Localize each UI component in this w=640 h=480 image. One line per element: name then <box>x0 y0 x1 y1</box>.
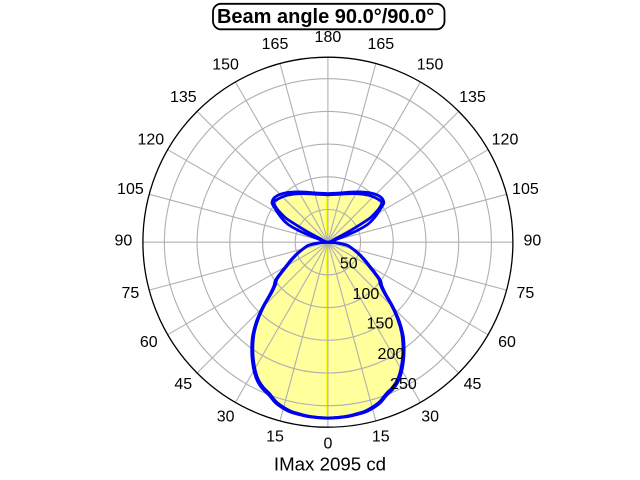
svg-text:75: 75 <box>517 285 535 302</box>
svg-text:105: 105 <box>117 181 144 198</box>
svg-text:15: 15 <box>372 429 390 446</box>
svg-text:30: 30 <box>217 408 235 425</box>
svg-text:150: 150 <box>367 316 394 333</box>
svg-text:45: 45 <box>174 376 192 393</box>
svg-text:90: 90 <box>115 233 133 250</box>
svg-text:100: 100 <box>353 286 380 303</box>
svg-text:150: 150 <box>212 57 239 74</box>
svg-text:250: 250 <box>390 376 417 393</box>
svg-text:120: 120 <box>137 132 164 149</box>
svg-text:120: 120 <box>492 132 519 149</box>
svg-text:75: 75 <box>122 285 140 302</box>
svg-text:50: 50 <box>340 256 358 273</box>
svg-text:90: 90 <box>524 233 542 250</box>
svg-text:165: 165 <box>367 36 394 53</box>
svg-text:200: 200 <box>378 346 405 363</box>
svg-text:150: 150 <box>417 57 444 74</box>
svg-text:180: 180 <box>315 29 342 46</box>
svg-text:30: 30 <box>421 408 439 425</box>
svg-text:0: 0 <box>323 436 332 453</box>
svg-text:165: 165 <box>262 36 289 53</box>
svg-text:135: 135 <box>459 89 486 106</box>
svg-text:45: 45 <box>464 376 482 393</box>
svg-text:60: 60 <box>140 334 158 351</box>
svg-text:60: 60 <box>498 334 516 351</box>
svg-text:Beam angle 90.0°/90.0°: Beam angle 90.0°/90.0° <box>217 6 434 28</box>
svg-text:135: 135 <box>170 89 197 106</box>
svg-text:105: 105 <box>512 181 539 198</box>
svg-text:15: 15 <box>266 429 284 446</box>
svg-text:IMax 2095 cd: IMax 2095 cd <box>274 453 386 474</box>
